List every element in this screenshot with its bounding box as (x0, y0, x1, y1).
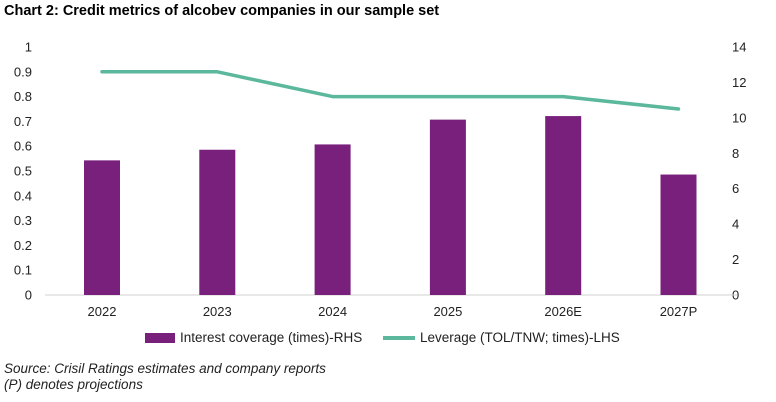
left-axis-tick-label: 0.7 (14, 114, 32, 129)
legend-label: Interest coverage (times)-RHS (180, 330, 363, 345)
right-axis-tick-label: 8 (732, 146, 739, 161)
right-axis-tick-label: 4 (732, 217, 739, 232)
left-axis-tick-label: 0.3 (14, 213, 32, 228)
left-axis-tick-label: 0.6 (14, 139, 32, 154)
projection-note: (P) denotes projections (4, 377, 143, 392)
bar-2024 (314, 144, 351, 295)
bar-2023 (199, 149, 236, 295)
x-axis-tick-label: 2024 (318, 304, 347, 319)
legend-swatch-line (383, 335, 415, 340)
left-axis-tick-label: 0.5 (14, 164, 32, 179)
left-axis-tick-label: 0.9 (14, 64, 32, 79)
bar-2025 (429, 119, 466, 295)
bar-2027P (660, 174, 697, 295)
left-axis-tick-label: 0.2 (14, 238, 32, 253)
left-axis-tick-label: 0.4 (14, 188, 32, 203)
chart-title: Chart 2: Credit metrics of alcobev compa… (4, 3, 440, 19)
source-note: Source: Crisil Ratings estimates and com… (4, 361, 326, 376)
left-axis-tick-label: 0.8 (14, 89, 32, 104)
x-axis-tick-label: 2027P (660, 304, 698, 319)
bar-2026E (545, 116, 582, 295)
right-axis-tick-label: 6 (732, 181, 739, 196)
x-axis-tick-label: 2026E (544, 304, 582, 319)
legend-swatch-bar (145, 332, 175, 343)
left-axis-tick-label: 0 (25, 288, 32, 303)
left-axis-tick-label: 0.1 (14, 263, 32, 278)
left-axis-tick-label: 1 (25, 40, 32, 55)
legend-item-interest-coverage: Interest coverage (times)-RHS (145, 330, 362, 345)
x-axis-tick-label: 2023 (203, 304, 232, 319)
chart-plot: 00.10.20.30.40.50.60.70.80.9102468101214… (14, 40, 747, 320)
right-axis-tick-label: 10 (732, 110, 746, 125)
legend-item-leverage: Leverage (TOL/TNW; times)-LHS (383, 330, 620, 345)
leverage-line (100, 70, 681, 111)
x-axis-tick-label: 2022 (88, 304, 117, 319)
x-axis-tick-label: 2025 (433, 304, 462, 319)
right-axis-tick-label: 2 (732, 252, 739, 267)
bar-2022 (84, 160, 120, 295)
right-axis-tick-label: 14 (732, 40, 746, 55)
right-axis-tick-label: 12 (732, 75, 746, 90)
legend-label: Leverage (TOL/TNW; times)-LHS (420, 330, 620, 345)
